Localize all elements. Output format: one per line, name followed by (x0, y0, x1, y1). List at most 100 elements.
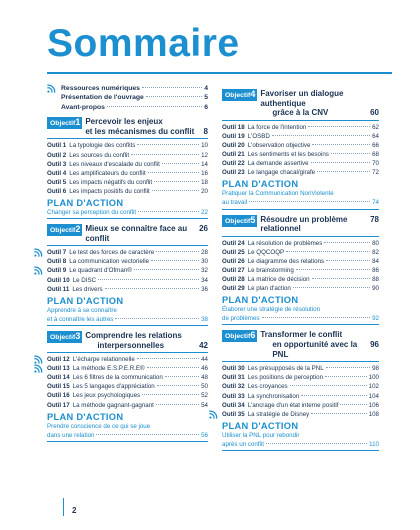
tool-title: Les positions de perception (247, 374, 324, 382)
objective-header[interactable]: Objectif5 Résoudre un problème relationne… (222, 214, 379, 234)
tool-entry[interactable]: Outil 3 Les niveaux d'escalade du conflit… (47, 160, 208, 169)
action-plan-line: de problèmes 92 (222, 314, 379, 323)
tool-label: Outil 23 (222, 169, 245, 177)
tool-page: 12 (201, 151, 208, 159)
objective-header[interactable]: Objectif2 Mieux se connaître face au conf… (47, 224, 208, 243)
tool-entry[interactable]: Outil 1 La typologie des conflits 10 (47, 141, 208, 150)
tool-entry[interactable]: Outil 19 L'OSBD 64 (222, 132, 379, 141)
action-plan-text: Changer sa perception du conflit (47, 208, 137, 216)
tool-entry[interactable]: Outil 23 Le langage chacal/girafe 72 (222, 168, 379, 177)
tool-entry[interactable]: Outil 7 Le test des forces de caractère 28 (34, 248, 208, 258)
action-plan-title: PLAN D'ACTION (47, 197, 124, 208)
tool-entry[interactable]: Outil 16 Les jeux psychologiques 52 (47, 391, 208, 400)
objective-divider (222, 119, 379, 121)
tool-label: Outil 18 (222, 123, 245, 131)
tool-entry[interactable]: Outil 33 La synchronisation 104 (222, 392, 379, 401)
rss-icon (47, 84, 56, 93)
tool-entry[interactable]: Outil 24 La résolution de problèmes 80 (222, 239, 379, 248)
front-matter-entry[interactable]: Ressources numériques 4 (47, 84, 208, 93)
tool-entry[interactable]: Outil 35 La stratégie de Disney 108 (209, 410, 379, 419)
tool-entry[interactable]: Outil 18 La force de l'intention 62 (222, 123, 379, 132)
tool-label: Outil 7 (47, 249, 67, 257)
action-plan-text: Apprendre à se connaître (47, 306, 117, 314)
tool-entry[interactable]: Outil 22 La demande assertive 70 (222, 159, 379, 168)
tool-title: Le QQCOQP (247, 248, 285, 256)
tool-label: Outil 14 (47, 374, 70, 382)
tool-entry[interactable]: Outil 14 Les 6 filtres de la communicatio… (47, 373, 208, 382)
tool-entry[interactable]: Outil 21 Les sentiments et les besoins 68 (222, 150, 379, 159)
objective-badge-label: Objectif (50, 120, 76, 128)
tool-page: 104 (368, 392, 379, 400)
tool-page: 46 (201, 365, 208, 373)
tool-page: 68 (372, 151, 379, 159)
objective-title-line1: Comprendre les relations (85, 330, 182, 340)
tool-entry[interactable]: Outil 25 Le QQCOQP 82 (222, 248, 379, 257)
tool-entry[interactable]: Outil 28 La matrice de décision 88 (222, 275, 379, 284)
front-matter-entry[interactable]: Présentation de l'ouvrage 5 (47, 93, 208, 102)
tool-title: Les sentiments et les besoins (247, 151, 329, 159)
tool-entry[interactable]: Outil 26 Le diagramme des relations 84 (222, 257, 379, 266)
objective-badge-label: Objectif (225, 333, 251, 341)
action-plan-divider (47, 440, 208, 442)
objective-header[interactable]: Objectif6 Transformer le conflit en opport… (222, 330, 379, 359)
objective-header[interactable]: Objectif3 Comprendre les relations interpe… (47, 330, 208, 350)
action-plan[interactable]: PLAN D'ACTION Prendre conscience de ce qu… (47, 412, 208, 442)
tool-entry[interactable]: Outil 9 Le quadrant d'Ofman® 32 (34, 266, 208, 276)
action-plan-divider (47, 324, 208, 326)
tool-entry[interactable]: Outil 32 Les croyances 102 (222, 382, 379, 391)
objective-divider (47, 138, 208, 140)
tool-entry[interactable]: Outil 4 Les amplificateurs du conflit 16 (47, 169, 208, 178)
tool-entry[interactable]: Outil 20 L'observation objective 66 (222, 141, 379, 150)
entry-page: 4 (204, 85, 208, 92)
tool-page: 82 (372, 248, 379, 256)
action-plan[interactable]: PLAN D'ACTION Changer sa perception du co… (47, 197, 208, 220)
tool-page: 106 (368, 401, 379, 409)
tool-entry[interactable]: Outil 27 Le brainstorming 86 (222, 266, 379, 275)
tool-entry[interactable]: Outil 30 Les présupposés de la PNL 98 (222, 364, 379, 373)
tool-label: Outil 3 (47, 160, 67, 168)
objective-header[interactable]: Objectif1 Percevoir les enjeux et les méca… (47, 117, 208, 136)
tool-entry[interactable]: Outil 34 L'ancrage d'un état interne posi… (222, 401, 379, 410)
tool-label: Outil 27 (222, 267, 245, 274)
dot-leader (311, 278, 371, 280)
objective-divider (47, 352, 208, 354)
tool-entry[interactable]: Outil 6 Les impacts positifs du conflit 20 (47, 187, 208, 196)
objective-badge-label: Objectif (50, 333, 76, 341)
tool-entry[interactable]: Outil 12 L'écharpe relationnelle 44 (34, 355, 208, 364)
tool-page: 14 (201, 160, 208, 168)
tool-title: Le langage chacal/girafe (247, 169, 316, 177)
action-plan-page: 22 (201, 208, 208, 216)
objective-header[interactable]: Objectif4 Favoriser un dialogue authentiq… (222, 89, 379, 118)
action-plan-text: après un conflit (222, 440, 264, 448)
objective-title-line2: et les mécanismes du conflit 8 (85, 127, 208, 137)
tool-entry[interactable]: Outil 5 Les impacts négatifs du conflit 18 (47, 178, 208, 187)
objective-title: Percevoir les enjeux et les mécanismes du… (82, 117, 208, 136)
objective-page: 96 (370, 340, 379, 350)
tool-page: 32 (201, 267, 208, 275)
tool-entry[interactable]: Outil 15 Les 5 langages d'appréciation 50 (47, 382, 208, 391)
action-plan-line: et à connaître les autres 38 (47, 315, 208, 324)
tool-entry[interactable]: Outil 13 La méthode E.S.P.E.R.E® 46 (34, 364, 208, 374)
dot-leader (141, 87, 203, 88)
tool-entry[interactable]: Outil 17 La méthode gagnant-gagnant 54 (47, 401, 208, 410)
tool-entry[interactable]: Outil 31 Les positions de perception 100 (222, 373, 379, 382)
action-plan[interactable]: PLAN D'ACTION Apprendre à se connaître et … (47, 296, 208, 326)
tool-page: 10 (201, 142, 208, 150)
front-matter-entry[interactable]: Avant-propos 6 (47, 103, 208, 112)
dot-leader (161, 162, 200, 164)
tool-entry[interactable]: Outil 11 Les drivers 36 (47, 285, 208, 294)
objective-title-text: en opportunité avec la PNL (272, 340, 358, 359)
tool-label: Outil 9 (47, 267, 67, 275)
dot-leader (326, 259, 371, 261)
dot-leader (145, 96, 203, 98)
dot-leader (310, 162, 371, 164)
objective-badge: Objectif1 (47, 117, 83, 130)
action-plan[interactable]: PLAN D'ACTION Utiliser la PNL pour rebond… (222, 421, 379, 451)
dot-leader (295, 269, 371, 270)
tool-entry[interactable]: Outil 8 La communication vectorielle 30 (47, 257, 208, 266)
tool-entry[interactable]: Outil 10 Le DISC 34 (47, 276, 208, 285)
tool-entry[interactable]: Outil 29 Le plan d'action 90 (222, 284, 379, 293)
tool-entry[interactable]: Outil 2 Les sources du conflit 12 (47, 151, 208, 160)
action-plan[interactable]: PLAN D'ACTION Pratiquer la Communication … (222, 179, 379, 210)
action-plan[interactable]: PLAN D'ACTION Élaborer une stratégie de r… (222, 295, 379, 326)
